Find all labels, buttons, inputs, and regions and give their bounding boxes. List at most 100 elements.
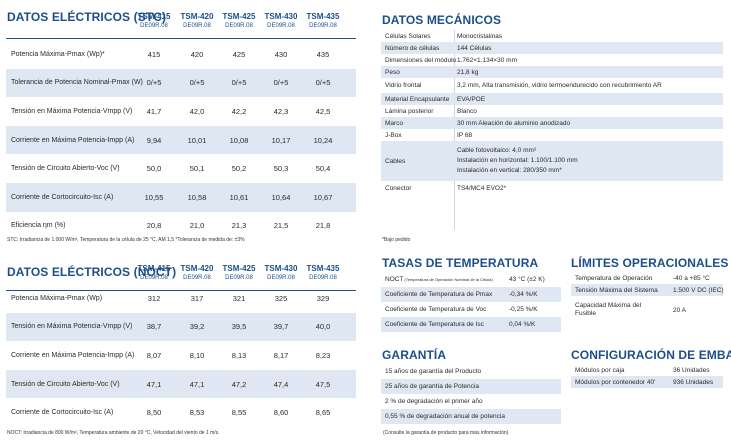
cell-value: 329 <box>316 293 330 303</box>
mech-value-line: Instalación en vertical: 280/350 mm* <box>457 167 562 174</box>
mech-value: 21,8 kg <box>457 68 479 76</box>
cell-value: 8,17 <box>273 350 289 360</box>
cell-value: 430 <box>274 49 288 59</box>
mech-value: TS4/MC4 EVO2* <box>457 184 507 192</box>
limits-row: Capacidad Máxima del Fusible 20 A <box>571 296 723 324</box>
limits-table: Temperatura de Operación -40 a +85 °C Tens… <box>571 272 724 330</box>
warranty-item: 0,55 % de degradación anual de potencia <box>385 413 505 420</box>
temp-key-text: Coeficiente de Temperatura de Pmax <box>385 291 493 298</box>
cell-value: 8,23 <box>315 350 331 360</box>
model-column: TSM-420 DE09R.08 <box>177 264 217 282</box>
mech-value: 30 mm Aleación de aluminio anodizado <box>457 119 571 127</box>
mech-value: 144 Células <box>457 44 492 52</box>
cell-value: 8,07 <box>146 350 162 360</box>
model-subname: DE09R.08 <box>309 275 337 281</box>
cell-value: 0/+5 <box>146 78 162 88</box>
row-label: Eficiencia ηm (%) <box>11 222 66 230</box>
model-column: TSM-430 DE09R.08 <box>261 264 301 282</box>
mech-value-line: Cable fotovoltaico: 4,0 mm² <box>457 147 537 154</box>
model-subname: DE09R.08 <box>267 23 295 29</box>
cell-value: 0/+5 <box>231 78 247 88</box>
cell-value: 47,5 <box>315 379 331 389</box>
packaging-value: 36 Unidades <box>673 366 710 374</box>
cell-value: 321 <box>232 293 246 303</box>
cell-value: 435 <box>316 49 330 59</box>
temp-key-note: (Temperatura de Operación Nominal de la … <box>404 277 493 282</box>
warranty-row: 2 % de degradación el primer año <box>381 394 561 409</box>
cell-value: 10,08 <box>229 135 249 145</box>
stc-table: TSM-415 DE09R.08 TSM-420 DE09R.08 TSM-425 DE0… <box>6 10 356 232</box>
limits-key-text: Temperatura de Operación <box>575 274 653 282</box>
warranty-row: 0,55 % de degradación anual de potencia <box>381 409 561 424</box>
mech-value: Monocristalinas <box>457 32 503 40</box>
warranty-note: (Consulte la garantía de producto para m… <box>383 430 509 436</box>
cell-value: 312 <box>147 293 161 303</box>
row-label: Corriente en Máxima Potencia-Impp (A) <box>11 136 135 144</box>
temp-row: Coeficiente de Temperatura de Isc 0,04 %/… <box>381 317 561 332</box>
mech-value: 3,2 mm, Alta transmisión, vidrio termoen… <box>457 82 662 89</box>
cell-value: 10,58 <box>187 192 207 202</box>
warranty-row: 15 años de garantía del Producto <box>381 364 561 379</box>
stc-note: STC: Irradiancia de 1.000 W/m², Temperat… <box>7 237 245 243</box>
cell-value: 317 <box>190 293 204 303</box>
mech-key: J-Box <box>385 131 402 139</box>
mech-key: Células Solares <box>385 32 431 40</box>
mech-value: IP 68 <box>457 131 473 139</box>
stc-title: DATOS ELÉCTRICOS (STC) <box>7 10 167 24</box>
cell-value: 415 <box>147 49 161 59</box>
mech-row: Conector TS4/MC4 EVO2* <box>381 181 723 195</box>
limits-value: -40 a +85 °C <box>673 274 710 282</box>
model-name: TSM-430 <box>264 12 298 21</box>
mech-key: Cables <box>385 157 406 165</box>
cell-value: 8,50 <box>146 408 162 418</box>
packaging-table: Módulos por caja 36 Unidades Módulos por c… <box>571 364 723 394</box>
limits-row: Tensión Máxima del Sistema 1.500 V DC (IE… <box>571 284 724 296</box>
limits-key: Capacidad Máxima del Fusible <box>575 296 643 324</box>
model-column: TSM-415 DE09R.08 <box>134 264 174 282</box>
mech-key: Vidrio frontal <box>385 82 422 89</box>
model-subname: DE09R.08 <box>140 23 168 29</box>
temp-value: -0,34 %/K <box>509 291 538 298</box>
cell-value: 8,55 <box>231 408 247 418</box>
table-row: Potencia Máxima-Pmax (Wp) 312 317 321 325 329 <box>6 284 356 313</box>
limits-key-text: Capacidad Máxima del Fusible <box>575 302 642 317</box>
model-subname: DE09R.08 <box>183 275 211 281</box>
mech-row: Dimensiones del módulo 1.762×1.134×30 mm <box>381 54 723 66</box>
mech-row: Cables Cable fotovoltaico: 4,0 mm² Instala… <box>381 141 723 181</box>
cell-value: 50,4 <box>315 164 331 174</box>
temp-title: TASAS DE TEMPERATURA <box>382 256 539 270</box>
cell-value: 8,13 <box>231 350 247 360</box>
mech-row: Células Solares Monocristalinas <box>381 30 723 42</box>
packaging-key-text: Módulos por contenedor 40' <box>575 378 656 386</box>
table-row: Tensión de Circuito Abierto-Voc (V) 47,1 4… <box>6 369 356 399</box>
warranty-row: 25 años de garantía de Potencia <box>381 379 561 394</box>
packaging-key: Módulos por caja <box>575 364 625 376</box>
model-column: TSM-430 DE09R.08 <box>261 12 301 30</box>
limits-row: Temperatura de Operación -40 a +85 °C <box>571 272 723 284</box>
mech-key: Conector <box>385 184 412 192</box>
mech-key: Número de células <box>385 44 440 52</box>
limits-key-text: Tensión Máxima del Sistema <box>575 286 658 294</box>
model-column: TSM-435 DE09R.08 <box>303 264 343 282</box>
table-row: Tensión de Circuito Abierto-Voc (V) 50,0 5… <box>6 154 356 183</box>
warranty-table: 15 años de garantía del Producto 25 años … <box>381 364 561 426</box>
model-name: TSM-415 <box>137 264 171 273</box>
mech-row: Vidrio frontal 3,2 mm, Alta transmisión, … <box>381 78 723 93</box>
row-label: Tensión en Máxima Potencia-Vmpp (V) <box>11 323 133 331</box>
model-column: TSM-425 DE09R.08 <box>219 12 259 30</box>
model-name: TSM-420 <box>180 264 214 273</box>
model-header: TSM-415 DE09R.08 TSM-420 DE09R.08 TSM-425 DE0… <box>6 10 356 40</box>
model-subname: DE09R.08 <box>183 23 211 29</box>
mech-value-line: Instalación en horizontal: 1.100/1.100 m… <box>457 157 578 164</box>
temp-value: -0,25 %/K <box>509 306 538 313</box>
temp-row: Coeficiente de Temperatura de Pmax -0,34 … <box>381 287 561 302</box>
model-name: TSM-415 <box>137 12 171 21</box>
model-header: TSM-415 DE09R.08 TSM-420 DE09R.08 TSM-425 DE0… <box>6 262 356 292</box>
mech-row: Número de células 144 Células <box>381 42 723 54</box>
limits-value: 20 A <box>673 306 687 314</box>
model-subname: DE09R.08 <box>140 275 168 281</box>
mech-value: Cable fotovoltaico: 4,0 mm² Instalación e… <box>457 141 578 181</box>
cell-value: 21,8 <box>315 221 331 231</box>
cell-value: 425 <box>232 49 246 59</box>
cell-value: 21,0 <box>189 221 205 231</box>
